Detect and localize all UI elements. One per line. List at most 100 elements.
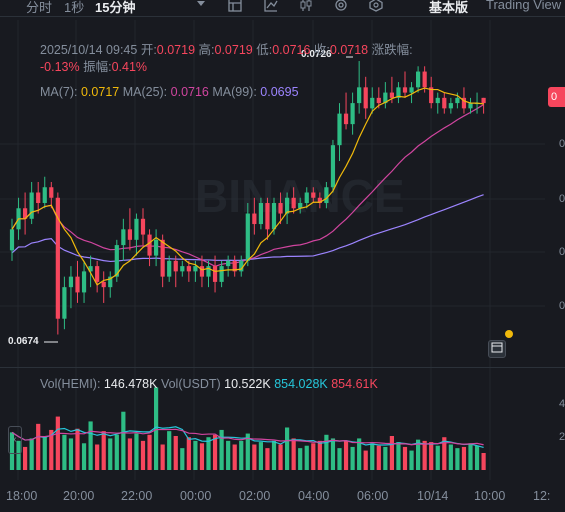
candle-body: [140, 218, 146, 235]
ohlc-info: 2025/10/14 09:45 开:0.0719 高:0.0719 低:0.0…: [40, 39, 413, 58]
ma99-value: 0.0695: [260, 85, 299, 99]
amplitude-value: 0.41%: [111, 60, 148, 74]
volume-bar: [108, 438, 113, 470]
price-tick: 0: [559, 193, 565, 205]
volume-bar: [219, 429, 224, 470]
timeframe-time[interactable]: 分时: [26, 0, 53, 15]
candle-body: [363, 87, 368, 109]
candle-body: [442, 97, 447, 109]
candle-body: [154, 239, 159, 256]
volume-bar: [121, 411, 126, 470]
layers-icon[interactable]: [368, 0, 384, 12]
volume-bar: [127, 438, 132, 470]
candle-body: [258, 203, 263, 225]
ma7-polyline: [11, 87, 484, 286]
volume-bar: [154, 387, 159, 470]
volume-bar: [304, 445, 309, 470]
notification-dot: [505, 330, 513, 338]
candle-body: [422, 71, 427, 88]
price-tick: 0: [559, 138, 565, 150]
volume-ma2-value: 854.61K: [331, 377, 378, 391]
volume-bar: [265, 448, 270, 470]
volume-usdt-label: Vol(USDT): [160, 377, 221, 391]
candle-body: [206, 266, 211, 277]
candle-body: [127, 229, 132, 240]
volume-bars: [9, 387, 486, 470]
volume-bar: [245, 433, 250, 470]
candle-body: [101, 281, 106, 288]
candle-body: [389, 92, 394, 98]
high-value: 0.0719: [214, 43, 253, 57]
candle-body: [357, 87, 362, 104]
ma7-label: MA(7):: [40, 85, 78, 99]
volume-bar: [147, 434, 152, 470]
volume-bar: [62, 434, 67, 470]
candle-body: [75, 276, 80, 293]
candle-body: [370, 97, 375, 109]
candle-body: [226, 260, 231, 267]
volume-bar: [81, 443, 87, 470]
volume-bar: [199, 443, 205, 470]
volume-bar: [383, 446, 388, 470]
candle-body: [350, 103, 355, 125]
candle-body: [81, 271, 87, 293]
toolbar: 分时 1秒 15分钟 基本版 Trading View: [0, 0, 565, 16]
volume-bar: [455, 448, 460, 470]
collapse-handle[interactable]: ‹: [8, 426, 22, 454]
volume-bar: [252, 444, 257, 470]
high-price-label: 0.0726: [301, 49, 332, 60]
timeframe-15m[interactable]: 15分钟: [95, 0, 136, 15]
candle-body: [304, 192, 309, 204]
candle-body: [23, 208, 28, 219]
close-label: 收:: [313, 43, 330, 57]
volume-bar: [350, 446, 355, 470]
candle-body: [416, 71, 421, 88]
volume-bar: [173, 436, 178, 470]
volume-bar: [442, 437, 447, 470]
volume-bar: [55, 416, 60, 470]
volume-bar: [337, 448, 342, 470]
volume-bar: [29, 438, 34, 470]
volume-bar: [101, 431, 106, 470]
candle-type-icon[interactable]: [298, 0, 314, 12]
view-tradingview[interactable]: Trading View: [486, 0, 562, 12]
candle-body: [245, 213, 250, 261]
candle-body: [147, 234, 152, 256]
x-axis-label: 12:: [533, 489, 551, 503]
ohlc-info-line2: -0.13% 振幅:0.41%: [40, 56, 147, 75]
volume-bar: [409, 450, 414, 470]
candle-body: [278, 203, 283, 214]
volume-bar: [396, 442, 401, 470]
volume-bar: [42, 437, 47, 470]
candle-body: [219, 266, 224, 282]
volume-bar: [23, 446, 28, 470]
current-price-badge: 0: [548, 87, 565, 107]
volume-bar: [36, 423, 41, 470]
volume-bar: [226, 440, 231, 470]
view-basic[interactable]: 基本版: [429, 0, 469, 15]
candle-body: [435, 97, 440, 104]
time-range-button[interactable]: [488, 340, 506, 358]
volume-bar: [291, 438, 296, 470]
volume-usdt-value: 10.522K: [224, 377, 271, 391]
candle-body: [9, 229, 15, 251]
chart-icon[interactable]: [263, 0, 279, 12]
candle-body: [108, 276, 113, 288]
candle-body: [376, 97, 381, 104]
amplitude-label: 振幅:: [83, 60, 112, 74]
volume-bar: [363, 450, 368, 470]
volume-ma-lines: [11, 426, 484, 448]
candle-body: [232, 260, 237, 272]
settings-icon[interactable]: [333, 0, 349, 12]
chevron-down-icon[interactable]: [193, 0, 209, 12]
x-axis-label: 20:00: [63, 489, 95, 503]
timeframe-1s[interactable]: 1秒: [64, 0, 85, 15]
volume-bar: [232, 444, 237, 470]
volume-bar: [285, 427, 290, 470]
candle-body: [114, 245, 119, 277]
volume-bar: [160, 444, 165, 470]
candle-body: [317, 197, 322, 204]
indicators-icon[interactable]: [227, 0, 243, 12]
volume-bar: [324, 434, 329, 470]
